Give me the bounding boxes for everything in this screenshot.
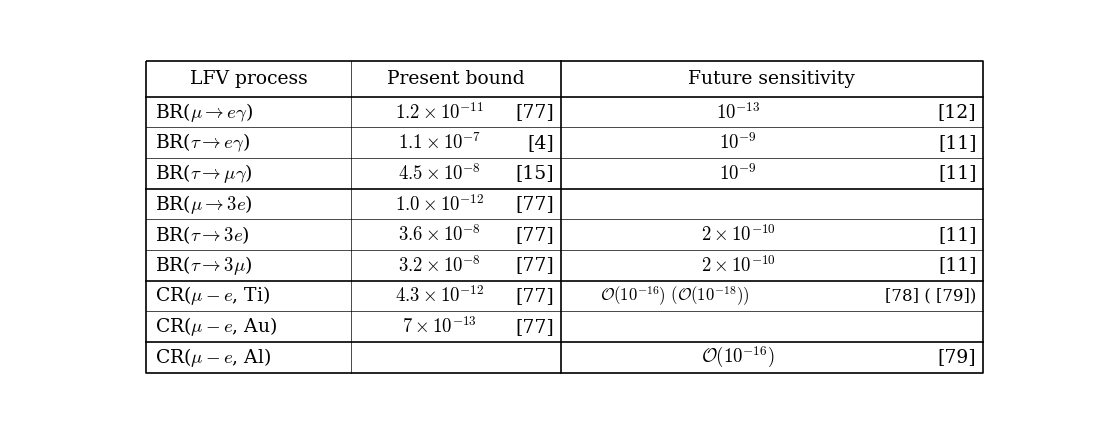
Text: BR($\tau \to 3\mu$): BR($\tau \to 3\mu$) [154,254,252,277]
Text: [77]: [77] [515,103,554,121]
Text: $\mathcal{O}(10^{-16})$ $(\mathcal{O}(10^{-18}))$: $\mathcal{O}(10^{-16})$ $(\mathcal{O}(10… [599,284,749,308]
Text: [15]: [15] [515,164,554,182]
Text: BR($\mu \to e\gamma$): BR($\mu \to e\gamma$) [154,101,253,124]
Text: [11]: [11] [938,164,976,182]
Text: Future sensitivity: Future sensitivity [689,70,855,88]
Text: BR($\tau \to 3e$): BR($\tau \to 3e$) [154,224,249,246]
Text: Present bound: Present bound [387,70,525,88]
Text: [11]: [11] [938,134,976,152]
Text: $4.5 \times 10^{-8}$: $4.5 \times 10^{-8}$ [398,163,480,184]
Text: [77]: [77] [515,195,554,213]
Text: CR($\mu - e$, Au): CR($\mu - e$, Au) [154,315,278,338]
Text: [77]: [77] [515,318,554,336]
Text: [11]: [11] [938,226,976,244]
Text: [4]: [4] [527,134,554,152]
Text: BR($\tau \to \mu\gamma$): BR($\tau \to \mu\gamma$) [154,162,252,185]
Text: [11]: [11] [938,256,976,274]
Text: CR($\mu - e$, Al): CR($\mu - e$, Al) [154,346,271,369]
Text: $3.6 \times 10^{-8}$: $3.6 \times 10^{-8}$ [398,224,480,245]
Text: [78] ( [79]): [78] ( [79]) [885,288,976,305]
Text: [77]: [77] [515,226,554,244]
Text: [77]: [77] [515,287,554,305]
Text: LFV process: LFV process [190,70,307,88]
Text: CR($\mu - e$, Ti): CR($\mu - e$, Ti) [154,285,270,308]
Text: BR($\mu \to 3e$): BR($\mu \to 3e$) [154,193,252,216]
Text: $\mathcal{O}(10^{-16})$: $\mathcal{O}(10^{-16})$ [701,345,775,370]
Text: [12]: [12] [938,103,976,121]
Text: $2 \times 10^{-10}$: $2 \times 10^{-10}$ [701,255,776,276]
Text: $10^{-9}$: $10^{-9}$ [720,163,757,184]
Text: $1.1 \times 10^{-7}$: $1.1 \times 10^{-7}$ [398,132,480,153]
Text: $2 \times 10^{-10}$: $2 \times 10^{-10}$ [701,224,776,245]
Text: $7 \times 10^{-13}$: $7 \times 10^{-13}$ [402,316,477,337]
Text: $10^{-13}$: $10^{-13}$ [716,102,760,123]
Text: $10^{-9}$: $10^{-9}$ [720,132,757,153]
Text: [77]: [77] [515,256,554,274]
Text: $1.0 \times 10^{-12}$: $1.0 \times 10^{-12}$ [395,193,484,215]
Text: $1.2 \times 10^{-11}$: $1.2 \times 10^{-11}$ [395,102,484,123]
Text: BR($\tau \to e\gamma$): BR($\tau \to e\gamma$) [154,132,250,154]
Text: $3.2 \times 10^{-8}$: $3.2 \times 10^{-8}$ [398,255,480,276]
Text: $4.3 \times 10^{-12}$: $4.3 \times 10^{-12}$ [395,285,484,306]
Text: [79]: [79] [938,348,976,366]
